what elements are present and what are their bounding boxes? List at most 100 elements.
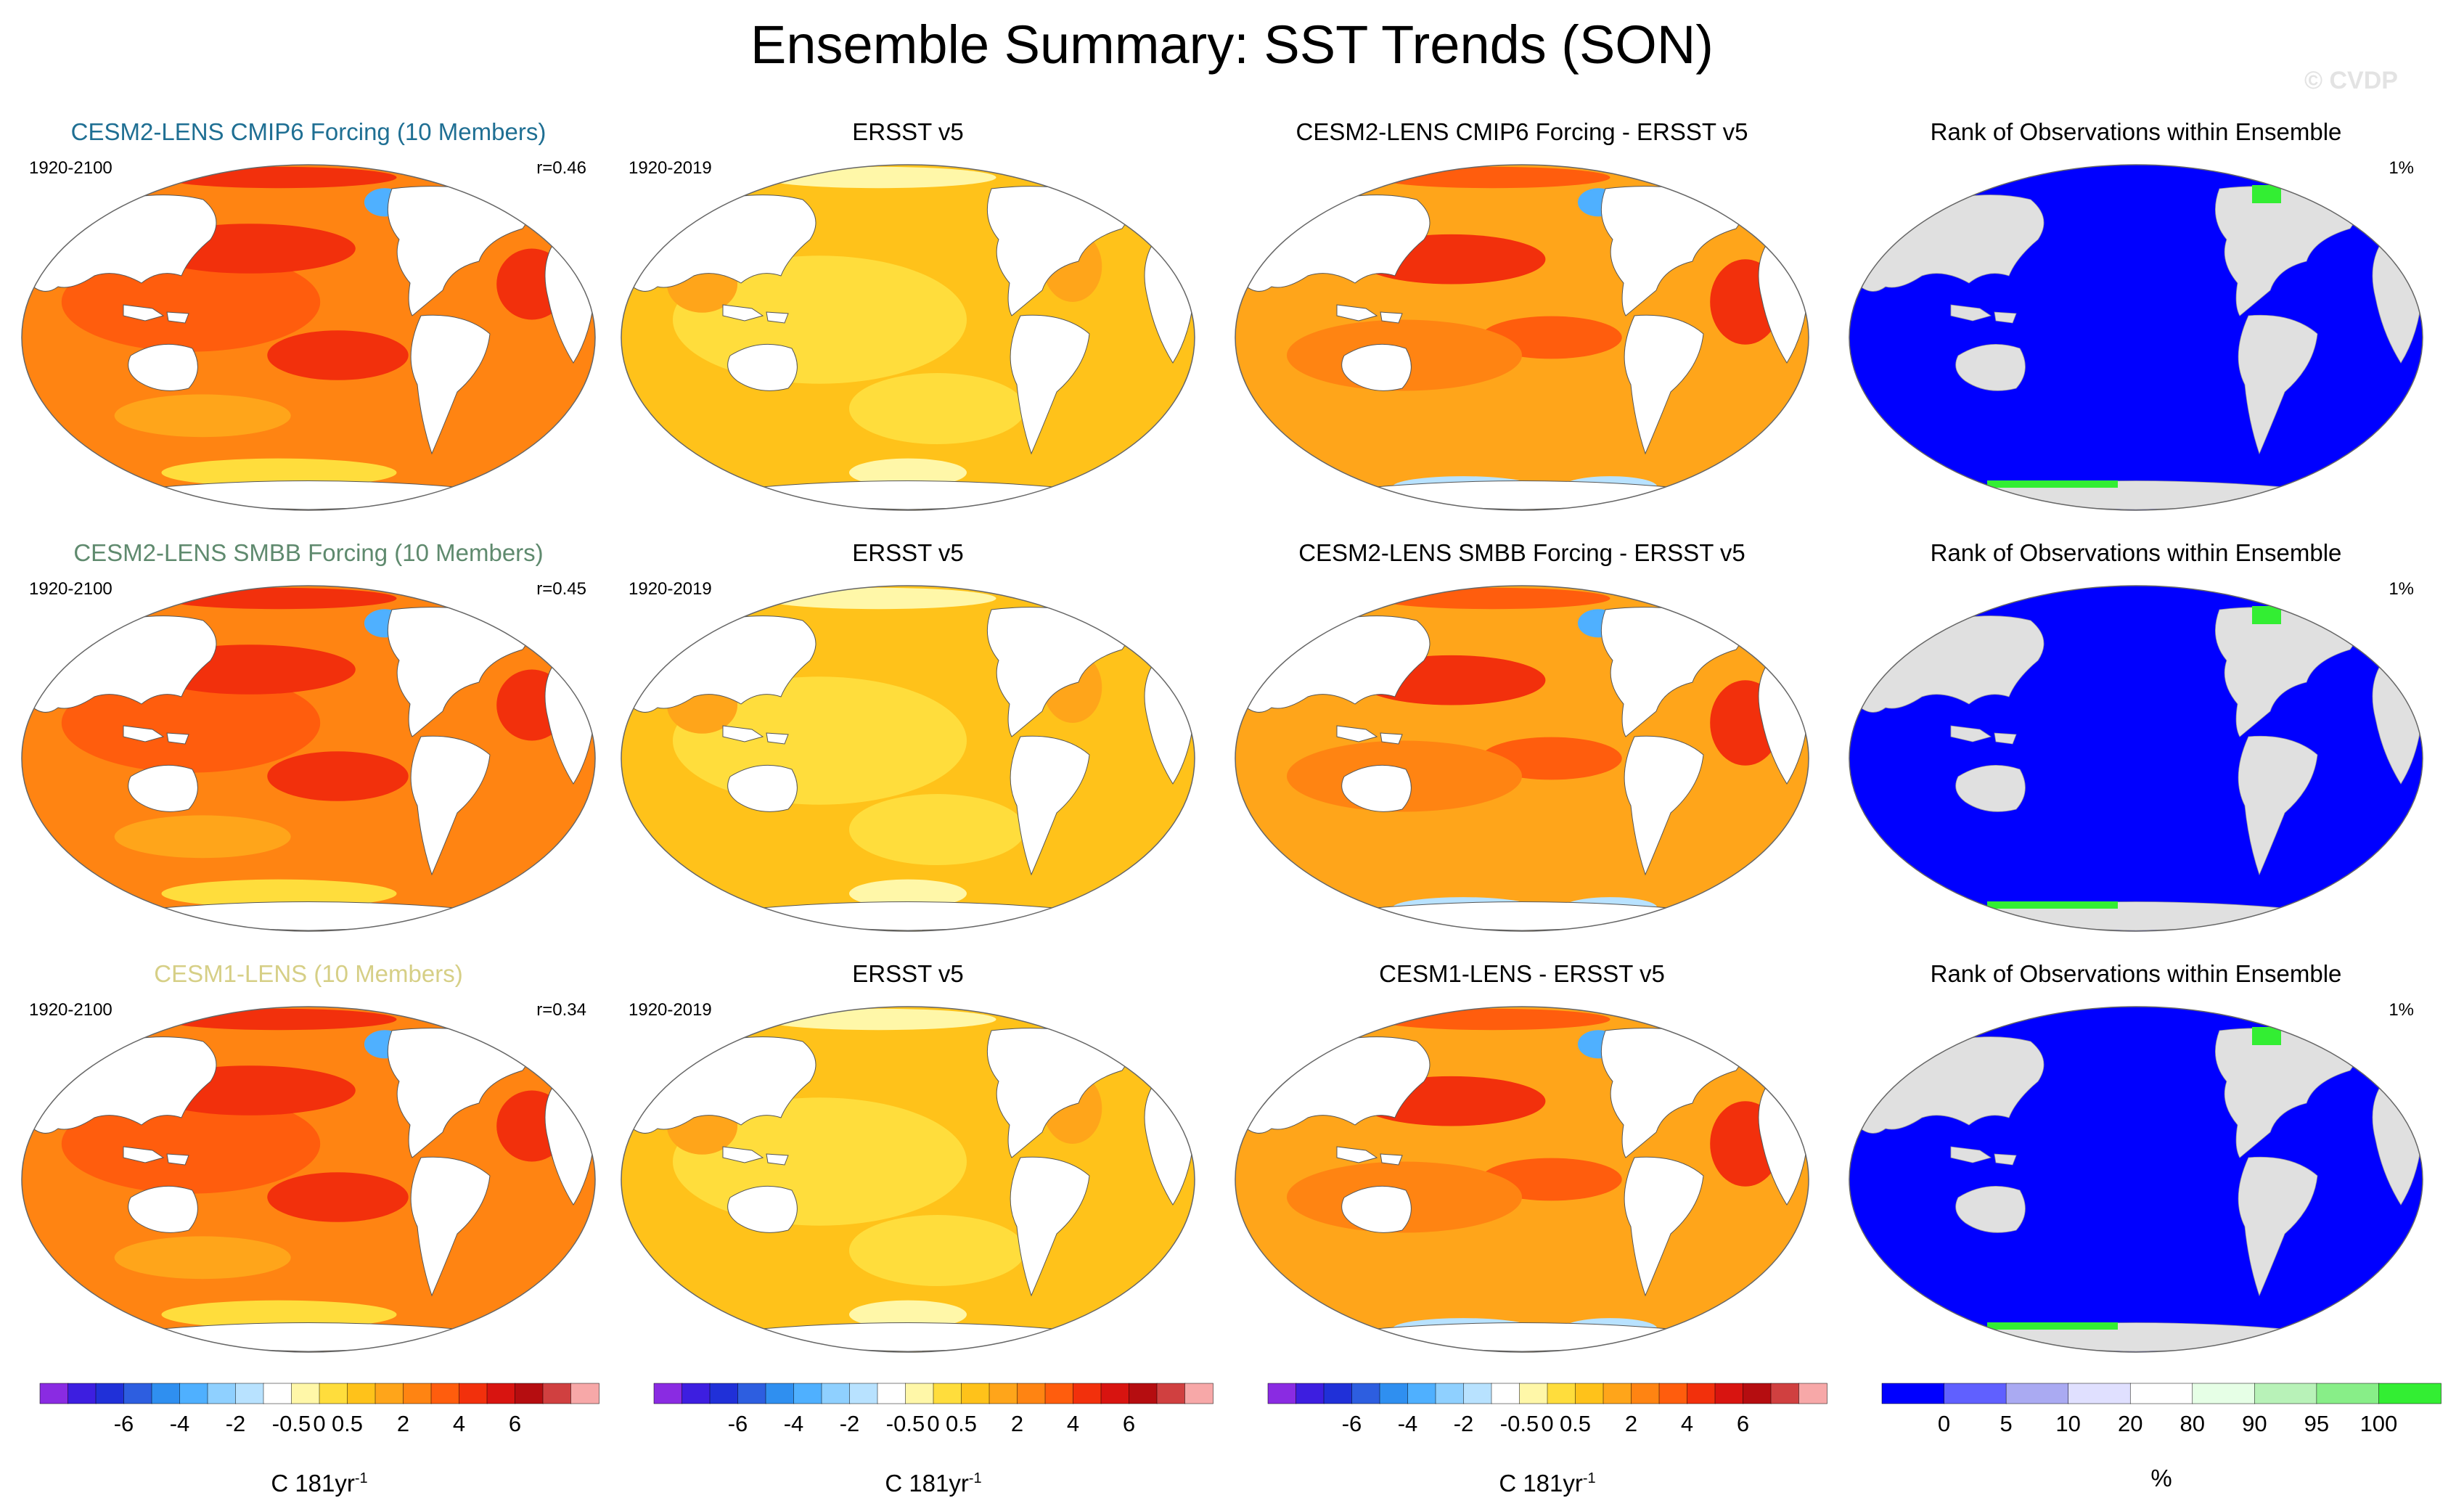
rank-green-region — [1987, 901, 2118, 909]
land-region — [1380, 311, 1403, 324]
land-region — [2324, 1010, 2380, 1043]
land-region — [1096, 168, 1152, 201]
colorbar-box — [1687, 1383, 1716, 1404]
colorbar-box — [39, 1383, 69, 1404]
sst-contour-region — [267, 751, 409, 801]
land-region — [1710, 589, 1766, 622]
panel-title: ERSST v5 — [852, 539, 964, 566]
sst-trend-map — [1235, 585, 1809, 932]
land-region — [1624, 314, 1704, 455]
colorbar-box — [1491, 1383, 1520, 1404]
colorbar-box — [1044, 1383, 1074, 1404]
land-region — [727, 764, 798, 812]
colorbar-box — [1323, 1383, 1353, 1404]
land-region — [128, 1185, 198, 1233]
colorbar-tick-label: 6 — [509, 1411, 521, 1436]
colorbar-tick-label: 5 — [2000, 1411, 2012, 1436]
land-region — [1950, 1146, 1992, 1163]
land-region — [722, 1146, 764, 1163]
panel-period: 1920-2100 — [29, 1000, 112, 1020]
sst-contour-region — [61, 673, 321, 773]
land-region — [729, 480, 1087, 510]
colorbar-box — [653, 1383, 683, 1404]
colorbar-box — [570, 1383, 599, 1404]
colorbar-unit-text: C 181yr — [271, 1470, 355, 1497]
sst-contour-region — [114, 394, 291, 438]
colorbar-box — [1129, 1383, 1158, 1404]
colorbar-tick-label: 6 — [1737, 1411, 1749, 1436]
sst-contour-region — [114, 815, 291, 859]
colorbar-box — [1267, 1383, 1297, 1404]
colorbar-box — [263, 1383, 292, 1404]
land-region — [166, 1153, 189, 1166]
panel-r3-diff: CESM1-LENS - ERSST v5 — [1228, 958, 1816, 1354]
land-region — [1624, 1156, 1704, 1297]
land-region — [1955, 765, 2026, 812]
panel-title: Rank of Observations within Ensemble — [1930, 539, 2342, 566]
panel-correlation: r=0.34 — [536, 1000, 586, 1020]
land-region — [1955, 1186, 2026, 1233]
colorbar-box — [179, 1383, 208, 1404]
sst-contour-region — [1375, 1008, 1610, 1031]
land-region — [129, 901, 488, 931]
colorbar-box — [1073, 1383, 1102, 1404]
sst-contour-region — [849, 373, 1026, 444]
land-region — [1950, 725, 1992, 742]
panel-r1-diff: CESM2-LENS CMIP6 Forcing - ERSST v5 — [1228, 116, 1816, 512]
colorbar-unit-exponent: -1 — [354, 1470, 368, 1486]
land-region — [1380, 732, 1403, 745]
sst-contour-region — [849, 1215, 1026, 1286]
rank-green-region — [2252, 606, 2281, 624]
colorbar-box — [682, 1383, 711, 1404]
rank-colorbar: 0 5 10 20 80 90 95 100 % — [1878, 1379, 2444, 1495]
land-region — [1336, 1146, 1378, 1163]
colorbar-box — [1100, 1383, 1130, 1404]
colorbar-tick-label: 0.5 — [1560, 1411, 1591, 1436]
panel-rank-percent: 1% — [2389, 1000, 2414, 1020]
panel-r2-rank: Rank of Observations within Ensemble 1% — [1842, 537, 2430, 933]
panel-r3-rank: Rank of Observations within Ensemble 1% — [1842, 958, 2430, 1354]
colorbar-box — [933, 1383, 962, 1404]
colorbar-tick-label: -4 — [1398, 1411, 1418, 1436]
sst-trend-map — [21, 585, 596, 932]
colorbar-tick-label: -0.5 — [1500, 1411, 1539, 1436]
colorbar-box — [1743, 1383, 1772, 1404]
colorbar-box — [709, 1383, 739, 1404]
sst-contour-region — [1375, 166, 1610, 189]
sst-trend-map — [621, 1006, 1195, 1353]
map-outline — [621, 1006, 1195, 1353]
panel-period: 1920-2019 — [629, 158, 712, 178]
colorbar-box — [793, 1383, 822, 1404]
colorbar-unit: C 181yr-1 — [36, 1464, 602, 1498]
panel-correlation: r=0.45 — [536, 579, 586, 599]
land-region — [766, 1153, 789, 1166]
panel-correlation: r=0.46 — [536, 158, 586, 178]
colorbar-box — [1881, 1383, 1945, 1404]
sst-contour-region — [61, 252, 321, 352]
colorbar-box — [515, 1383, 544, 1404]
colorbar-box — [123, 1383, 152, 1404]
sst-contour-region — [761, 1008, 996, 1031]
colorbar-tick-label: 6 — [1123, 1411, 1135, 1436]
colorbar-tick-label: 4 — [453, 1411, 465, 1436]
land-region — [129, 1322, 488, 1352]
colorbar-tick-label: 100 — [2360, 1411, 2398, 1436]
colorbar-tick-label: -6 — [728, 1411, 748, 1436]
sst-contour-region — [761, 166, 996, 189]
sst-contour-region — [114, 1236, 291, 1280]
sst-trend-map — [1235, 164, 1809, 511]
colorbar-box — [2378, 1383, 2442, 1404]
colorbar-box — [1463, 1383, 1492, 1404]
sst-trend-map — [1235, 1006, 1809, 1353]
colorbar-box — [1714, 1383, 1744, 1404]
panel-title: CESM2-LENS SMBB Forcing (10 Members) — [73, 539, 544, 566]
land-region — [410, 314, 491, 455]
land-region — [1336, 725, 1378, 742]
land-region — [1710, 1010, 1766, 1043]
colorbar-tick-label: 0 — [1541, 1411, 1553, 1436]
colorbar-box — [319, 1383, 348, 1404]
sst-contour-region — [61, 1094, 321, 1194]
colorbar-box — [737, 1383, 766, 1404]
panel-r1-model: CESM2-LENS CMIP6 Forcing (10 Members) 19… — [15, 116, 602, 512]
colorbar-box — [1184, 1383, 1213, 1404]
